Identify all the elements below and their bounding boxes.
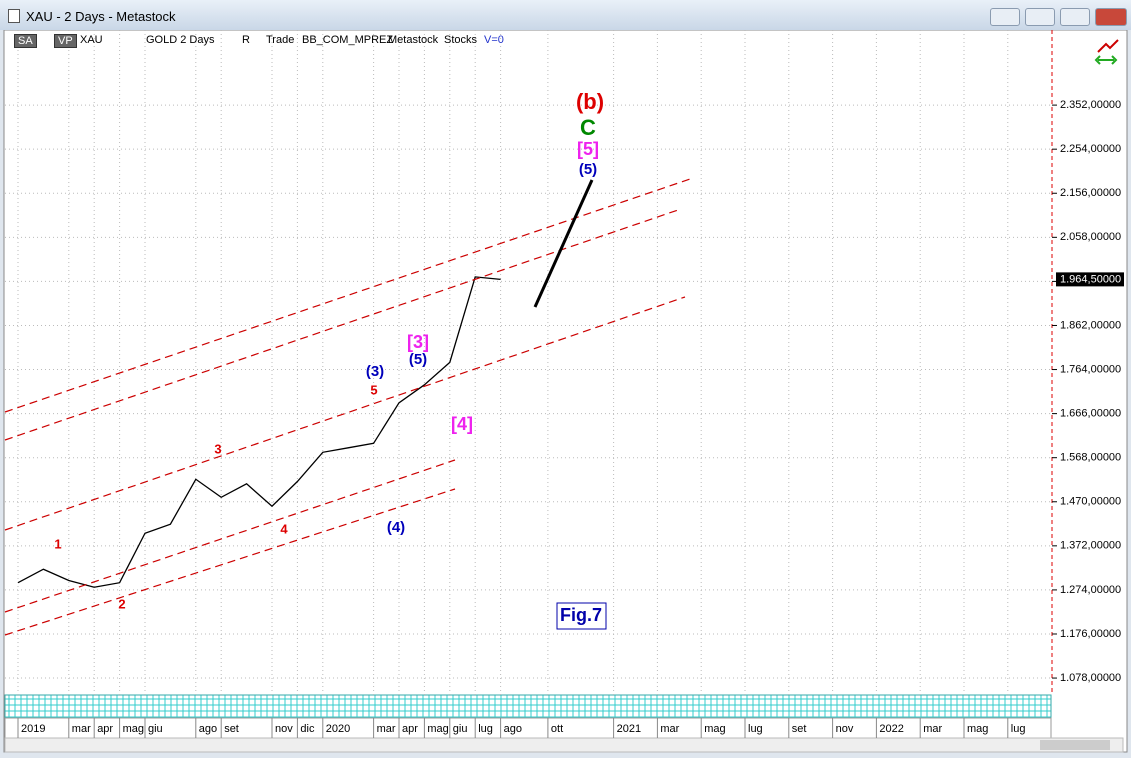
app-icon xyxy=(8,9,20,23)
x-tick-label: 2019 xyxy=(21,723,45,735)
tool-icon[interactable] xyxy=(1097,39,1119,53)
x-tick-label: 2021 xyxy=(617,723,641,735)
toolbar-item[interactable]: Metastock xyxy=(388,34,439,46)
toolbar-item[interactable]: Stocks xyxy=(444,34,478,46)
x-tick-label: ott xyxy=(551,723,563,735)
x-tick-label: mar xyxy=(923,723,942,735)
trend-line xyxy=(4,209,679,441)
scrollbar[interactable] xyxy=(4,737,1124,753)
volume-strip xyxy=(4,694,1052,719)
wave-label: 2 xyxy=(118,596,125,611)
chart: 1.078,00000 1.176,00000 1.274,00000 1.372,0… xyxy=(3,30,1128,753)
wave-label: (3) xyxy=(366,363,384,380)
x-tick-label: dic xyxy=(300,723,315,735)
y-tick-label: 1.176,00000 xyxy=(1060,628,1121,640)
y-tick-label: 1.666,00000 xyxy=(1060,408,1121,420)
last-price-box xyxy=(1056,272,1124,287)
x-tick-label: 2020 xyxy=(326,723,350,735)
wave-label: [5] xyxy=(577,139,599,159)
toolbar-item[interactable]: V=0 xyxy=(484,34,504,46)
wave-label: 1 xyxy=(54,536,61,551)
trend-line xyxy=(4,177,694,413)
y-tick-label: 2.058,00000 xyxy=(1060,231,1121,243)
y-tick-label: 1.568,00000 xyxy=(1060,452,1121,464)
y-tick-label: 2.352,00000 xyxy=(1060,99,1121,111)
y-tick-label: 1.470,00000 xyxy=(1060,496,1121,508)
title-bar: XAU - 2 Days - Metastock xyxy=(0,0,1131,30)
x-tick-label: ago xyxy=(504,723,522,735)
toolbar-item[interactable]: XAU xyxy=(80,34,103,46)
wave-label: 5 xyxy=(370,382,377,397)
x-tick-label: ago xyxy=(199,723,217,735)
x-tick-label: mar xyxy=(72,723,91,735)
x-tick-label: apr xyxy=(402,723,418,735)
y-tick-label: 2.254,00000 xyxy=(1060,143,1121,155)
x-tick-label: apr xyxy=(97,723,113,735)
x-tick-label: mag xyxy=(427,723,448,735)
price-line xyxy=(17,276,501,588)
x-tick-label: set xyxy=(224,723,239,735)
x-tick-label: giu xyxy=(453,723,468,735)
layers: 1.078,00000 1.176,00000 1.274,00000 1.372,0… xyxy=(5,30,1124,738)
wave-label: [4] xyxy=(451,414,473,434)
channel-lines xyxy=(4,177,694,636)
x-tick-label: mar xyxy=(660,723,679,735)
maximize-button[interactable] xyxy=(1060,8,1090,26)
x-tick-label: giu xyxy=(148,723,163,735)
toolbar-item[interactable]: SA xyxy=(14,34,37,48)
x-tick-label: mar xyxy=(377,723,396,735)
toolbar-item[interactable]: R xyxy=(242,34,250,46)
wave-label: 4 xyxy=(280,521,288,536)
plot-frame xyxy=(3,30,1128,753)
x-tick-label: lug xyxy=(1011,723,1026,735)
x-tick-label: nov xyxy=(836,723,854,735)
x-tick-label: set xyxy=(792,723,807,735)
wave-label: (4) xyxy=(387,519,405,536)
y-tick-label: 1.274,00000 xyxy=(1060,584,1121,596)
wave-label: (b) xyxy=(576,89,604,114)
figure-box xyxy=(556,602,607,630)
toolbar-item[interactable]: Trade xyxy=(266,34,295,46)
trend-line xyxy=(4,488,456,636)
projection-line xyxy=(533,179,594,308)
toolbar-item[interactable]: VP xyxy=(54,34,77,48)
toolbar-item[interactable]: GOLD 2 Days xyxy=(146,34,215,46)
figure-label: Fig.7 xyxy=(560,605,602,625)
x-tick-label: lug xyxy=(478,723,493,735)
y-tick-label: 1.764,00000 xyxy=(1060,363,1121,375)
wave-label: C xyxy=(580,115,596,140)
trend-line xyxy=(4,296,686,531)
x-tick-label: mag xyxy=(967,723,988,735)
wave-label: (5) xyxy=(409,351,427,368)
last-price-label: 1.964,50000 xyxy=(1060,273,1121,285)
y-tick-label: 2.156,00000 xyxy=(1060,187,1121,199)
y-tick-label: 1.078,00000 xyxy=(1060,672,1121,684)
y-tick-label: 1.372,00000 xyxy=(1060,540,1121,552)
toolbar-item[interactable]: BB_COM_MPREZ xyxy=(302,34,394,46)
restore-button[interactable] xyxy=(990,8,1020,26)
y-tick-label: 1.862,00000 xyxy=(1060,319,1121,331)
window-title: XAU - 2 Days - Metastock xyxy=(26,9,176,24)
wave-label: (5) xyxy=(579,161,597,178)
x-tick-label: mag xyxy=(123,723,144,735)
wave-label: [3] xyxy=(407,332,429,352)
x-tick-label: 2022 xyxy=(879,723,903,735)
scrollbar-thumb[interactable] xyxy=(1040,740,1110,750)
close-button[interactable] xyxy=(1095,8,1127,26)
x-tick-label: mag xyxy=(704,723,725,735)
trend-line xyxy=(4,459,456,613)
wave-label: 3 xyxy=(214,441,221,456)
x-tick-label: nov xyxy=(275,723,293,735)
tool-icon[interactable] xyxy=(1094,55,1118,65)
x-tick-label: lug xyxy=(748,723,763,735)
minimize-button[interactable] xyxy=(1025,8,1055,26)
